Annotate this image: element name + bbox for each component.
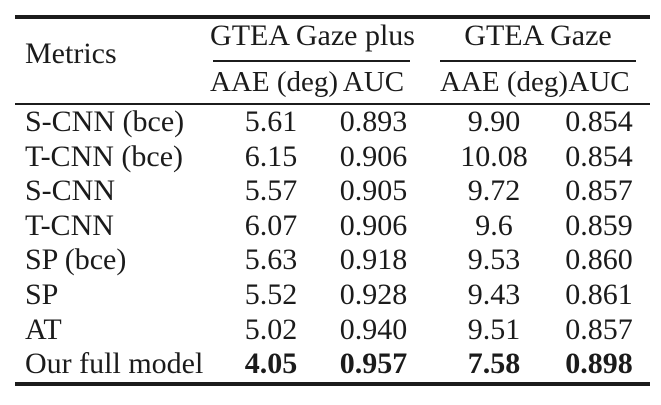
- value-cell: 0.928: [339, 277, 408, 311]
- spacer-cell: [415, 313, 440, 348]
- sub-header-auc-gaze: AUC: [568, 66, 630, 98]
- table-row: S-CNN 5.57 0.905 9.72 0.857: [15, 174, 650, 209]
- group-header-gtea-gaze-plus: GTEA Gaze plus: [210, 17, 415, 62]
- spacer-cell: [415, 62, 440, 104]
- value-cell: 5.63: [244, 243, 298, 277]
- spacer-cell: [415, 243, 440, 278]
- value-cell: 9.90: [467, 105, 521, 138]
- spacer-cell: [415, 104, 440, 140]
- value-cell: 0.861: [565, 277, 633, 311]
- value-cell: 5.61: [244, 105, 298, 138]
- sub-header-auc-plus: AUC: [342, 66, 405, 98]
- sub-header-aae-gaze: AAE (deg): [440, 66, 569, 98]
- value-cell: 0.957: [339, 347, 408, 381]
- spacer-cell: [415, 209, 440, 244]
- table-row-our-full-model: Our full model 4.05 0.957 7.58 0.898: [15, 347, 650, 384]
- group-header-row: Metrics GTEA Gaze plus GTEA Gaze: [15, 17, 650, 70]
- spacer-cell: [415, 174, 440, 209]
- group-label: GTEA Gaze: [464, 19, 612, 52]
- table-row: AT 5.02 0.940 9.51 0.857: [15, 313, 650, 348]
- value-cell: 0.860: [565, 243, 633, 277]
- cmidrule: [440, 60, 637, 62]
- value-cell: 6.15: [244, 139, 298, 173]
- value-cell: 5.57: [244, 174, 298, 208]
- value-cell: 0.918: [339, 243, 408, 277]
- metric-cell: T-CNN: [25, 208, 114, 242]
- metric-cell: T-CNN (bce): [25, 139, 184, 173]
- value-cell: 0.940: [339, 312, 408, 346]
- table-row: T-CNN (bce) 6.15 0.906 10.08 0.854: [15, 140, 650, 175]
- value-cell: 9.53: [467, 243, 521, 277]
- metric-cell: S-CNN: [25, 174, 116, 208]
- value-cell: 9.6: [475, 208, 513, 242]
- spacer-cell: [415, 140, 440, 175]
- value-cell: 0.857: [565, 174, 633, 208]
- value-cell: 0.854: [565, 139, 633, 173]
- cmidrule: [213, 60, 411, 62]
- value-cell: 9.72: [467, 174, 521, 208]
- value-cell: 0.905: [339, 174, 408, 208]
- sub-header-row: AAE (deg) AUC AAE (deg) AUC: [15, 62, 650, 104]
- value-cell: 4.05: [244, 347, 298, 381]
- value-cell: 5.52: [244, 277, 298, 311]
- value-cell: 0.898: [565, 347, 633, 381]
- value-cell: 9.51: [467, 312, 521, 346]
- metric-cell: AT: [25, 312, 62, 346]
- spacer-cell: [415, 278, 440, 313]
- table-row: SP 5.52 0.928 9.43 0.861: [15, 278, 650, 313]
- group-label: GTEA Gaze plus: [210, 19, 415, 52]
- metric-cell: Our full model: [25, 347, 204, 381]
- value-cell: 0.906: [339, 208, 408, 242]
- value-cell: 5.02: [244, 312, 298, 346]
- table-body: S-CNN (bce) 5.61 0.893 9.90 0.854 T-CNN …: [15, 104, 650, 384]
- value-cell: 0.859: [565, 208, 633, 242]
- table-row: T-CNN 6.07 0.906 9.6 0.859: [15, 209, 650, 244]
- value-cell: 6.07: [244, 208, 298, 242]
- metric-cell: SP (bce): [25, 243, 127, 277]
- metric-cell: SP: [25, 277, 59, 311]
- value-cell: 7.58: [467, 347, 521, 381]
- spacer-cell: [415, 347, 440, 384]
- value-cell: 0.906: [339, 139, 408, 173]
- value-cell: 10.08: [460, 139, 528, 173]
- value-cell: 0.893: [339, 105, 408, 138]
- results-table: Metrics GTEA Gaze plus GTEA Gaze AAE (de…: [15, 15, 651, 386]
- value-cell: 0.857: [565, 312, 633, 346]
- sub-header-aae-plus: AAE (deg): [210, 66, 339, 98]
- metric-cell: S-CNN (bce): [25, 105, 185, 138]
- table-row: SP (bce) 5.63 0.918 9.53 0.860: [15, 243, 650, 278]
- group-header-gtea-gaze: GTEA Gaze: [440, 17, 650, 62]
- table-header: Metrics GTEA Gaze plus GTEA Gaze AAE (de…: [15, 17, 651, 104]
- value-cell: 0.854: [565, 105, 633, 138]
- value-cell: 9.43: [467, 277, 521, 311]
- table-row: S-CNN (bce) 5.61 0.893 9.90 0.854: [15, 104, 650, 140]
- corner-header-metrics: Metrics: [25, 37, 117, 70]
- spacer-cell: [415, 17, 440, 62]
